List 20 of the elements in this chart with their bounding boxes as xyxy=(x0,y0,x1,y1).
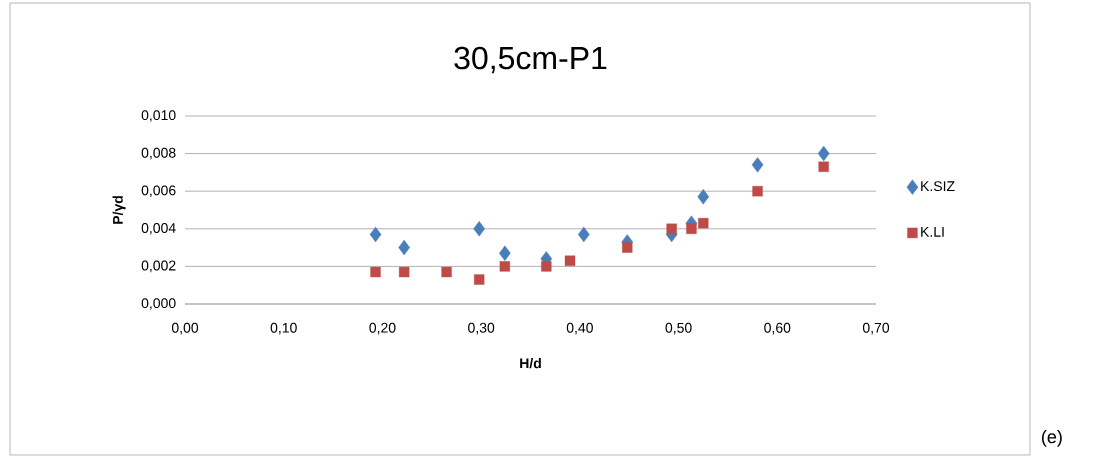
y-tick-label: 0,004 xyxy=(141,223,176,235)
y-tick-label: 0,002 xyxy=(141,260,176,273)
y-tick-label: 0,008 xyxy=(141,147,176,160)
x-tick-label: 0,20 xyxy=(369,322,396,335)
legend-label: K.LI xyxy=(921,227,944,237)
x-tick-label: 0,40 xyxy=(566,322,593,335)
x-tick-label: 0,70 xyxy=(862,322,890,335)
y-tick-label: 0,006 xyxy=(141,185,176,197)
x-tick-label: 0,10 xyxy=(270,322,297,335)
x-tick-label: 0,00 xyxy=(171,322,199,335)
chart-title: 30,5cm-P1 xyxy=(454,46,607,74)
y-axis-title: P/γd xyxy=(112,196,126,224)
legend-label: K.SIZ xyxy=(921,181,955,192)
text: (e) xyxy=(1041,429,1062,447)
x-tick-label: 0,50 xyxy=(665,322,692,335)
x-tick-label: 0,30 xyxy=(468,322,495,335)
x-tick-label: 0,60 xyxy=(764,322,791,335)
y-tick-label: 0,000 xyxy=(141,298,176,310)
x-axis-title: H/d xyxy=(520,357,541,369)
y-tick-label: 0,010 xyxy=(141,110,176,122)
